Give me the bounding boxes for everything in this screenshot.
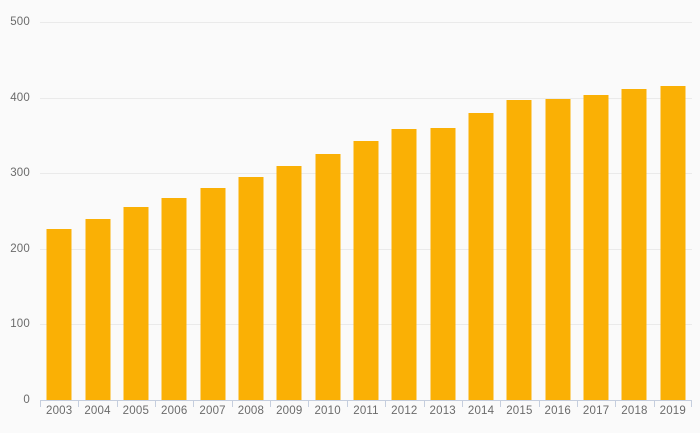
x-axis-tick-label: 2007: [199, 405, 226, 417]
bar-slot: [577, 22, 615, 400]
x-axis-tick: [461, 400, 463, 407]
x-axis-tick-label: 2008: [237, 405, 265, 417]
x-axis-tick-label: 2017: [582, 405, 610, 417]
bar-slot: [155, 22, 193, 400]
x-axis-tick: [78, 400, 80, 407]
x-axis-tick: [308, 400, 310, 407]
y-axis-tick-label: 0: [23, 394, 30, 406]
bar[interactable]: [85, 219, 111, 400]
bar[interactable]: [391, 129, 417, 400]
bar-slot: [500, 22, 538, 400]
bar[interactable]: [123, 207, 149, 400]
x-axis-tick: [500, 400, 502, 407]
bar-slot: [117, 22, 155, 400]
bar[interactable]: [621, 89, 647, 400]
x-axis-tick: [576, 400, 578, 407]
bar[interactable]: [660, 85, 686, 400]
bar-slot: [462, 22, 500, 400]
bar-slot: [270, 22, 308, 400]
x-axis-tick-label: 2016: [544, 405, 571, 417]
x-axis-tick: [691, 400, 692, 407]
bar[interactable]: [200, 187, 226, 400]
x-axis-tick: [270, 400, 272, 407]
x-axis-tick: [116, 400, 118, 407]
bar-slot: [40, 22, 78, 400]
x-axis-tick: [231, 400, 233, 407]
bar[interactable]: [161, 198, 187, 400]
bar-slot: [347, 22, 385, 400]
gridline: [40, 97, 692, 99]
bar-slot: [424, 22, 462, 400]
y-axis-tick-label: 500: [10, 16, 30, 28]
x-axis-tick: [155, 400, 157, 407]
y-axis-tick-label: 300: [10, 167, 30, 180]
x-axis-tick: [40, 400, 41, 407]
bar-series: [40, 22, 692, 400]
x-axis-tick-label: 2018: [621, 405, 648, 417]
y-axis-tick-label: 100: [10, 318, 30, 331]
x-axis-tick-label: 2011: [353, 405, 379, 417]
x-axis-ticks: [40, 400, 692, 407]
bar[interactable]: [545, 99, 571, 400]
x-axis-tick-label: 2013: [429, 405, 456, 417]
bar-slot: [308, 22, 346, 400]
bar[interactable]: [430, 127, 456, 400]
bar[interactable]: [583, 94, 609, 400]
bar[interactable]: [506, 99, 532, 400]
bar-slot: [78, 22, 116, 400]
x-axis-tick: [385, 400, 387, 407]
x-axis-tick-label: 2012: [391, 405, 418, 417]
x-axis-tick: [193, 400, 195, 407]
x-axis-labels: 2003 2004 2005 2006 2007 2008 2009 2010 2011 2012…: [40, 405, 692, 427]
x-axis-tick: [346, 400, 348, 407]
x-axis-tick: [423, 400, 425, 407]
bar[interactable]: [468, 112, 494, 400]
bar[interactable]: [46, 229, 72, 400]
bar-slot: [193, 22, 231, 400]
x-axis-tick: [615, 400, 617, 407]
bar-slot: [615, 22, 653, 400]
bar-slot: [539, 22, 577, 400]
x-axis-tick-label: 2004: [84, 405, 111, 417]
bar-slot: [385, 22, 423, 400]
x-axis-tick-label: 2003: [45, 405, 73, 417]
bar[interactable]: [353, 141, 379, 400]
y-axis-tick-label: 200: [10, 242, 30, 255]
bar-slot: [654, 22, 692, 400]
x-axis-tick-label: 2006: [161, 405, 188, 417]
bar[interactable]: [276, 165, 302, 400]
x-axis-tick-label: 2010: [314, 405, 341, 417]
x-axis-tick: [653, 400, 655, 407]
bar-slot: [232, 22, 270, 400]
x-axis-tick-label: 2005: [122, 405, 150, 417]
x-axis-line: [40, 400, 692, 401]
gridline: [40, 22, 692, 23]
x-axis-tick-label: 2019: [659, 405, 687, 417]
bar[interactable]: [238, 176, 264, 400]
x-axis-tick: [538, 400, 540, 407]
x-axis-tick-label: 2009: [276, 405, 303, 417]
x-axis-tick-label: 2014: [467, 405, 495, 417]
y-axis-labels: 0 100 200 300 400 500: [0, 0, 40, 433]
y-axis-tick-label: 400: [10, 91, 30, 104]
x-axis-tick-label: 2015: [506, 405, 533, 417]
bar[interactable]: [315, 153, 341, 400]
